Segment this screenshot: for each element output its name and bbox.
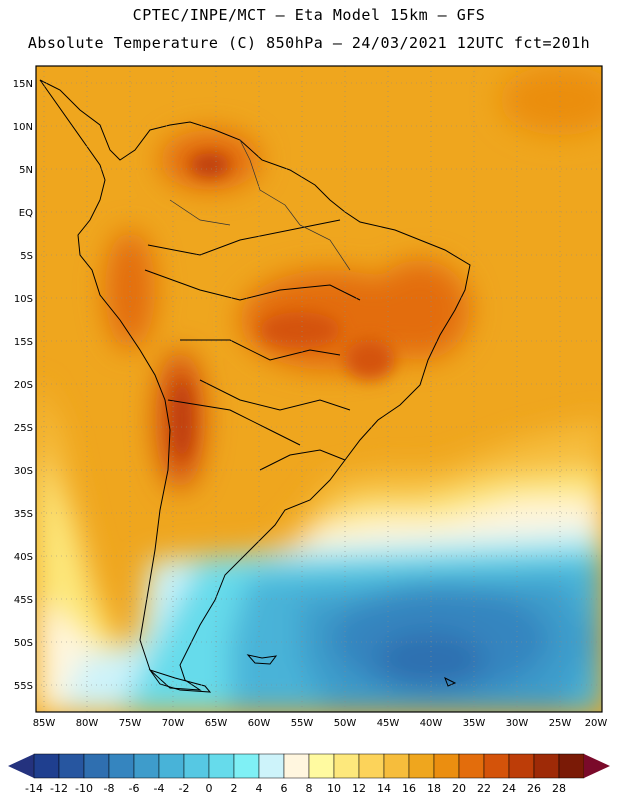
colorbar-label: 26: [527, 782, 541, 795]
lat-label: 20S: [14, 380, 33, 391]
colorbar-swatch: [458, 753, 485, 779]
colorbar-label: 28: [552, 782, 566, 795]
colorbar-label: 18: [427, 782, 441, 795]
lon-label: 70W: [162, 718, 185, 729]
lon-label: 25W: [549, 718, 572, 729]
colorbar-swatch: [308, 753, 335, 779]
lat-label: 25S: [14, 423, 33, 434]
lat-label: 50S: [14, 638, 33, 649]
colorbar-label: -8: [104, 782, 115, 795]
colorbar-swatch: [333, 753, 360, 779]
lon-label: 80W: [76, 718, 99, 729]
colorbar-swatch: [533, 753, 560, 779]
latitude-labels: 15N 10N 5N EQ 5S 10S 15S 20S 25S 30S 35S…: [13, 79, 33, 692]
colorbar-swatch: [33, 753, 60, 779]
longitude-labels: 85W 80W 75W 70W 65W 60W 55W 50W 45W 40W …: [33, 718, 608, 729]
coastlines: [39, 79, 471, 691]
colorbar-label: 16: [402, 782, 416, 795]
colorbar-swatch: [108, 753, 135, 779]
colorbar-label: 2: [231, 782, 238, 795]
colorbar-swatch: [558, 753, 585, 779]
colorbar: -14 -12 -10 -8 -6 -4 -2 0 2 4 6 8 10 12 14 16 18 20 22 24 26…: [8, 753, 610, 795]
colorbar-label: -14: [25, 782, 43, 795]
lon-label: 60W: [248, 718, 271, 729]
lon-label: 65W: [205, 718, 228, 729]
title-line-2: Absolute Temperature (C) 850hPa — 24/03/…: [27, 34, 591, 52]
colorbar-swatch: [358, 753, 385, 779]
title-line-1: CPTEC/INPE/MCT — Eta Model 15km — GFS: [132, 6, 486, 24]
colorbar-swatch: [283, 753, 310, 779]
lat-label: 15S: [14, 337, 33, 348]
lat-label: 5S: [20, 251, 33, 262]
colorbar-label: 22: [477, 782, 491, 795]
colorbar-label: 8: [306, 782, 313, 795]
colorbar-swatch: [208, 753, 235, 779]
lat-label: 45S: [14, 595, 33, 606]
colorbar-label: -2: [179, 782, 190, 795]
colorbar-label: 24: [502, 782, 516, 795]
colorbar-swatch: [483, 753, 510, 779]
colorbar-label: 4: [256, 782, 263, 795]
colorbar-swatch: [508, 753, 535, 779]
colorbar-swatch: [183, 753, 210, 779]
lat-label: 40S: [14, 552, 33, 563]
colorbar-label: -4: [154, 782, 165, 795]
lat-label: 55S: [14, 681, 33, 692]
colorbar-swatch: [158, 753, 185, 779]
colorbar-label: -12: [50, 782, 68, 795]
lon-label: 40W: [420, 718, 443, 729]
colorbar-label: 20: [452, 782, 466, 795]
colorbar-label: 6: [281, 782, 288, 795]
colorbar-swatch: [83, 753, 110, 779]
map-frame: [35, 65, 603, 713]
lat-label: 5N: [19, 165, 33, 176]
lat-label: 30S: [14, 466, 33, 477]
lat-label: 15N: [13, 79, 33, 90]
lon-label: 75W: [119, 718, 142, 729]
colorbar-label: -10: [75, 782, 93, 795]
lon-label: 50W: [334, 718, 357, 729]
colorbar-label: -6: [129, 782, 140, 795]
colorbar-swatch: [383, 753, 410, 779]
colorbar-label: 12: [352, 782, 366, 795]
lat-label: EQ: [19, 208, 33, 219]
lon-label: 85W: [33, 718, 56, 729]
lat-label: 35S: [14, 509, 33, 520]
temperature-field: [36, 66, 602, 712]
colorbar-swatch: [58, 753, 85, 779]
colorbar-label: 10: [327, 782, 341, 795]
colorbar-label: 14: [377, 782, 391, 795]
colorbar-label: 0: [206, 782, 213, 795]
lat-label: 10N: [13, 122, 33, 133]
lat-label: 10S: [14, 294, 33, 305]
lon-label: 30W: [506, 718, 529, 729]
colorbar-under-arrow: [8, 754, 34, 778]
colorbar-swatch: [408, 753, 435, 779]
colorbar-swatch: [133, 753, 160, 779]
colorbar-swatch: [433, 753, 460, 779]
lon-label: 35W: [463, 718, 486, 729]
colorbar-swatch: [233, 753, 260, 779]
lon-label: 55W: [291, 718, 314, 729]
lon-label: 20W: [585, 718, 608, 729]
colorbar-over-arrow: [584, 754, 610, 778]
colorbar-swatch: [258, 753, 285, 779]
lon-label: 45W: [377, 718, 400, 729]
